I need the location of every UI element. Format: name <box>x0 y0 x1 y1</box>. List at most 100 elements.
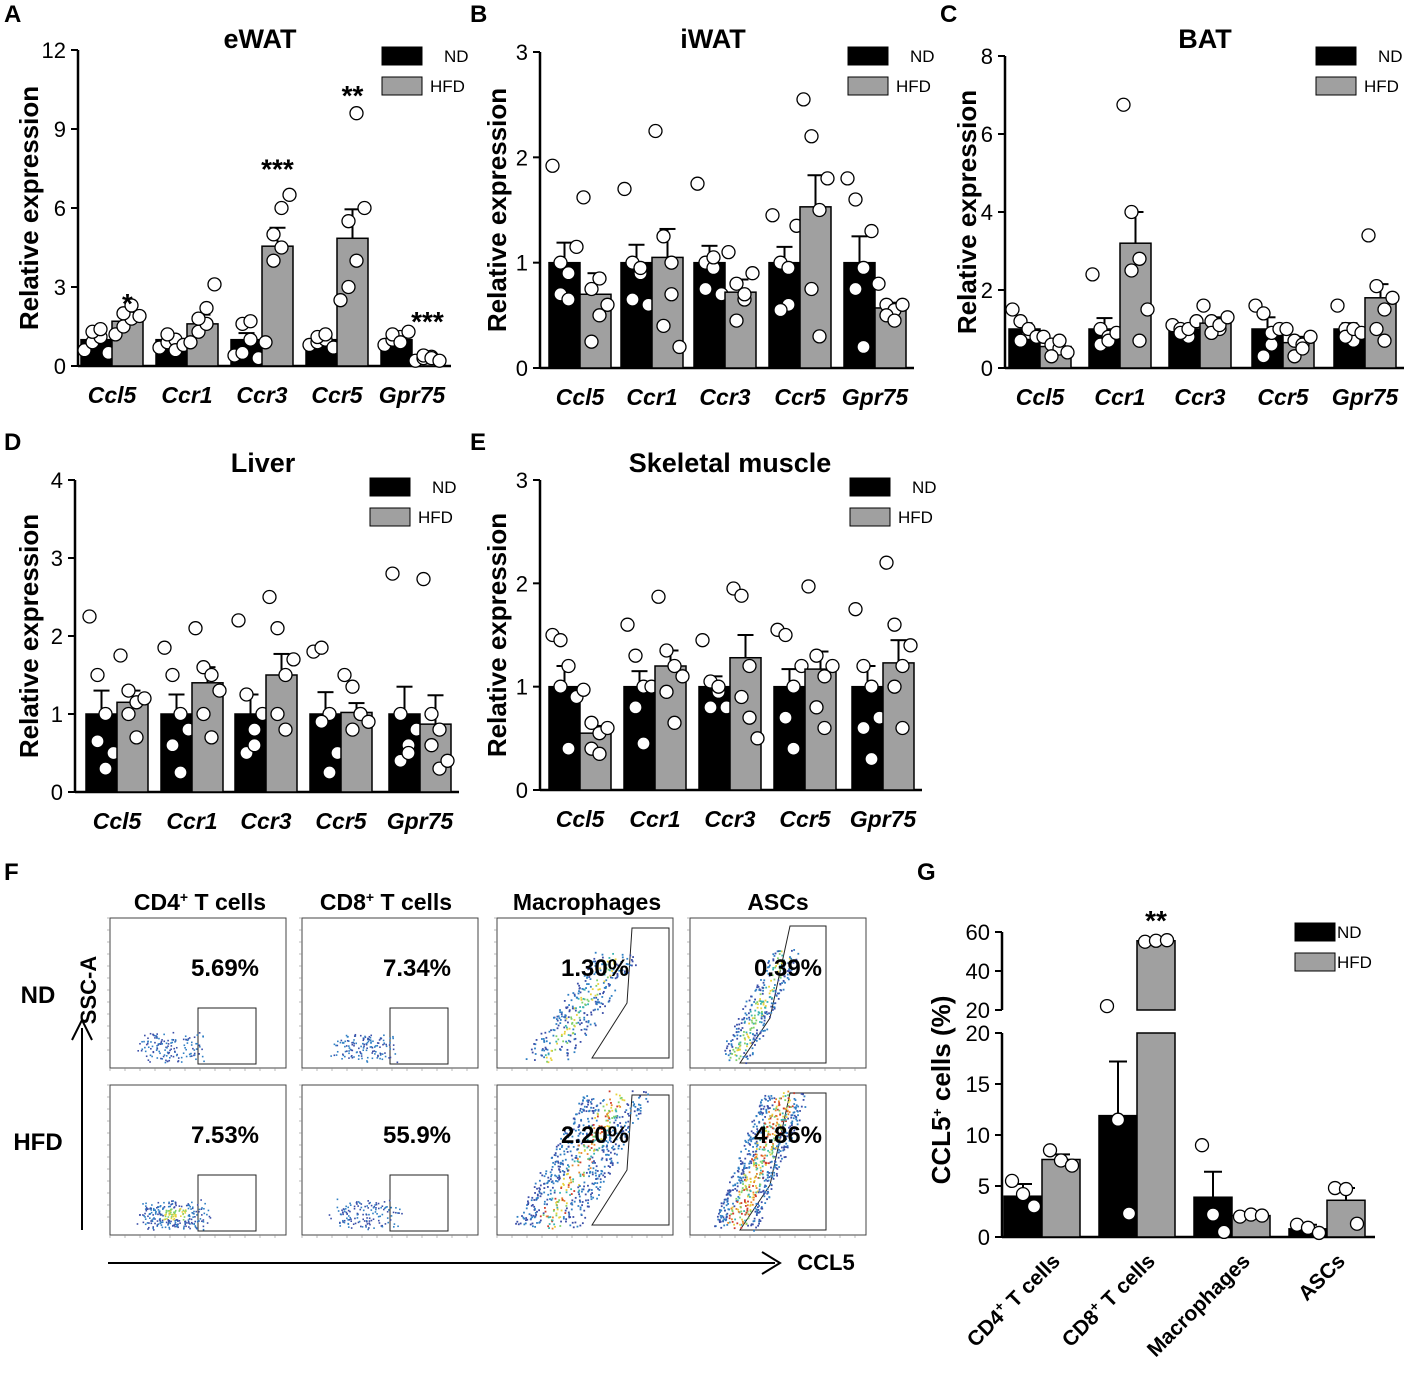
flow-dot <box>771 1145 773 1148</box>
flow-dot <box>723 1224 726 1227</box>
flow-dot <box>599 1178 602 1181</box>
flow-dot <box>784 981 786 984</box>
flow-dot <box>559 1011 562 1014</box>
flow-dot <box>777 1156 780 1159</box>
chart-title: Skeletal muscle <box>629 448 832 478</box>
flow-dot <box>606 1125 609 1127</box>
flow-dot <box>342 1041 344 1044</box>
nd-bar <box>773 685 806 791</box>
flow-dot <box>568 1004 570 1006</box>
data-point <box>651 589 666 604</box>
flow-dot <box>727 1192 730 1195</box>
flow-dot <box>390 1206 393 1209</box>
flow-dot <box>771 1133 774 1135</box>
flow-dot <box>159 1222 162 1225</box>
flow-dot <box>774 991 777 993</box>
flow-dot <box>194 1225 197 1227</box>
flow-percentage: 4.86% <box>754 1122 822 1149</box>
flow-dot <box>530 1214 533 1217</box>
data-point <box>628 700 643 715</box>
flow-dot <box>744 1049 747 1052</box>
flow-dot <box>174 1219 176 1222</box>
flow-dot <box>799 1110 801 1112</box>
flow-dot <box>557 1024 560 1027</box>
data-point <box>314 640 329 655</box>
flow-dot <box>559 1191 561 1194</box>
flow-dot <box>555 1214 558 1217</box>
flow-dot <box>366 1041 369 1044</box>
flow-dot <box>737 1195 740 1198</box>
data-point <box>864 751 879 767</box>
flow-dot <box>598 1174 601 1176</box>
flow-dot <box>601 956 604 959</box>
flow-dot <box>161 1039 163 1041</box>
flow-dot <box>765 1136 768 1138</box>
flow-dot <box>543 1049 546 1052</box>
flow-dot <box>753 1161 755 1164</box>
flow-dot <box>389 1219 392 1221</box>
flow-dot <box>167 1219 169 1221</box>
flow-dot <box>373 1227 375 1229</box>
flow-dot <box>576 1225 579 1228</box>
flow-dot <box>793 1103 796 1105</box>
flow-dot <box>752 1026 755 1029</box>
flow-dot <box>552 1209 555 1212</box>
flow-dot <box>353 1207 356 1210</box>
flow-dot <box>761 1155 764 1157</box>
flow-dot <box>578 984 581 987</box>
flow-dot <box>188 1215 191 1218</box>
flow-dot <box>764 1011 766 1014</box>
legend-swatch-nd <box>1294 922 1336 942</box>
flow-dot <box>587 1145 590 1148</box>
flow-dot <box>757 1003 759 1006</box>
flow-dot <box>552 1034 555 1037</box>
flow-gate <box>197 1007 257 1065</box>
data-point <box>204 730 219 745</box>
flow-dot <box>781 1112 784 1115</box>
hfd-bar <box>729 656 762 791</box>
flow-dot <box>750 1130 753 1133</box>
flow-dot <box>766 1180 769 1182</box>
flow-dot <box>164 1218 167 1221</box>
data-point <box>672 339 687 355</box>
flow-dot <box>353 1044 355 1047</box>
flow-dot <box>564 1158 567 1161</box>
flow-dot <box>727 1203 730 1205</box>
y-tick-label: 20 <box>966 1021 990 1046</box>
flow-dot <box>624 1121 627 1124</box>
flow-dot <box>362 1218 365 1221</box>
flow-dot <box>348 1052 350 1055</box>
flow-dot <box>555 1018 558 1020</box>
flow-dot <box>776 1123 779 1125</box>
data-point <box>173 706 188 722</box>
significance-mark: *** <box>411 306 444 337</box>
flow-dot <box>593 957 596 960</box>
flow-dot <box>201 1207 203 1209</box>
flow-dot <box>543 1039 546 1042</box>
flow-dot <box>159 1052 161 1055</box>
flow-dot <box>341 1057 343 1060</box>
flow-dot <box>563 999 566 1002</box>
flow-dot <box>353 1042 355 1045</box>
flow-dot <box>723 1218 726 1221</box>
category-label: Ccr5 <box>315 808 367 834</box>
flow-dot <box>567 1211 570 1214</box>
data-point <box>266 227 281 242</box>
flow-dot <box>555 1180 557 1182</box>
data-point <box>1015 1187 1031 1202</box>
flow-dot <box>627 1104 630 1106</box>
flow-dot <box>590 1193 592 1196</box>
flow-dot <box>602 1141 605 1143</box>
flow-dot <box>784 1131 787 1134</box>
flow-dot <box>609 974 612 977</box>
flow-dot <box>554 1163 556 1166</box>
flow-dot <box>758 1218 761 1221</box>
flow-dot <box>750 1223 753 1226</box>
flow-dot <box>546 1048 549 1051</box>
flow-dot <box>590 1142 593 1145</box>
flow-dot <box>747 1134 750 1137</box>
flow-dot <box>583 1018 586 1021</box>
flow-dot <box>154 1037 156 1039</box>
flow-dot <box>775 1172 778 1175</box>
flow-dot <box>541 1049 544 1052</box>
